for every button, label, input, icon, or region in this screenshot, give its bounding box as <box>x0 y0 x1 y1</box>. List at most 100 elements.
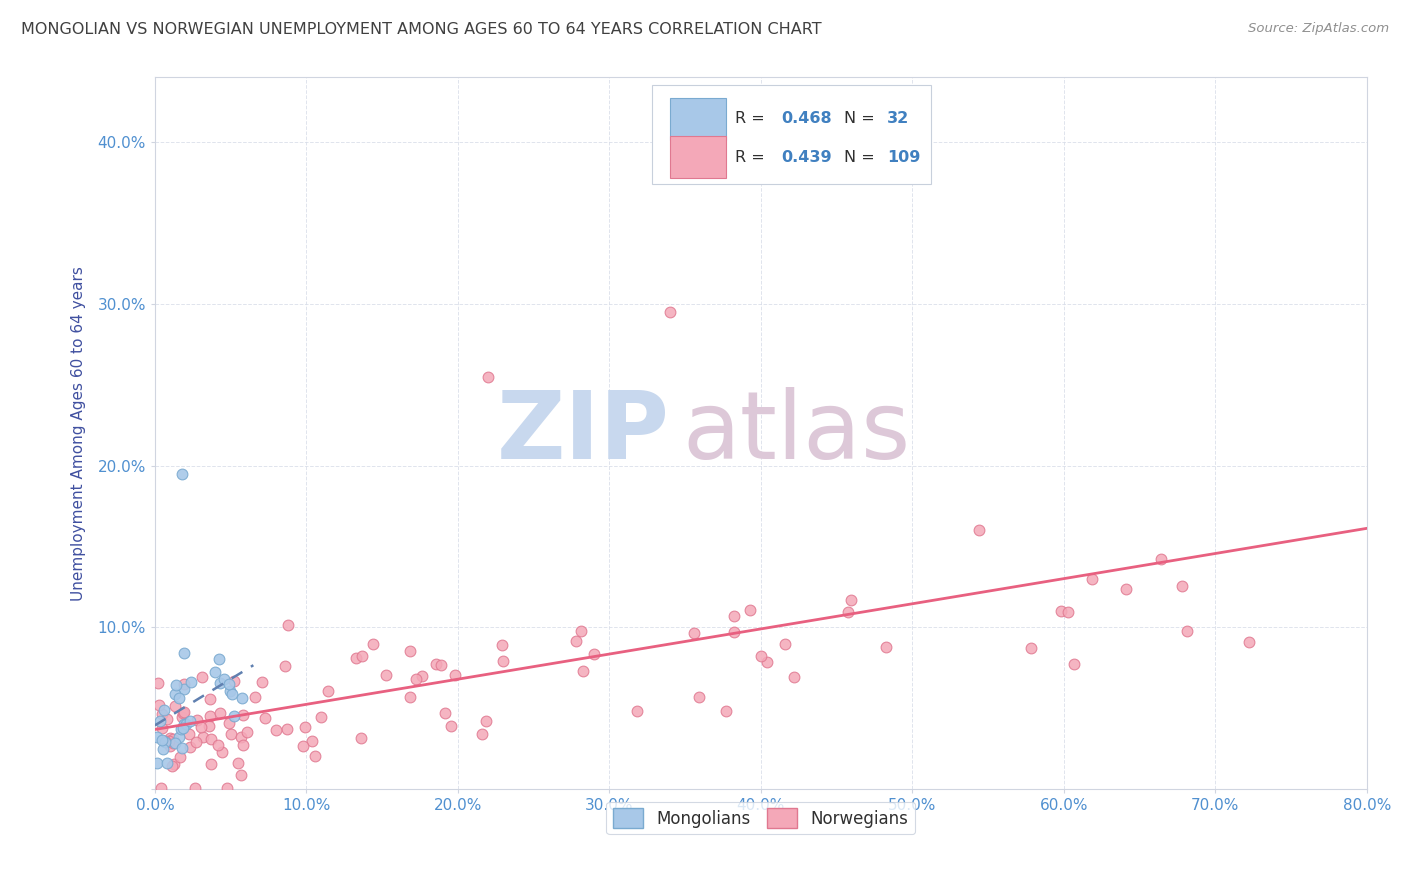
Legend: Mongolians, Norwegians: Mongolians, Norwegians <box>606 802 915 834</box>
Point <box>169 750 191 764</box>
Point <box>219 683 242 698</box>
Text: MONGOLIAN VS NORWEGIAN UNEMPLOYMENT AMONG AGES 60 TO 64 YEARS CORRELATION CHART: MONGOLIAN VS NORWEGIAN UNEMPLOYMENT AMON… <box>21 22 821 37</box>
Point <box>149 780 172 795</box>
Point <box>156 712 179 726</box>
Point <box>723 609 745 624</box>
Text: atlas: atlas <box>682 387 910 479</box>
Point <box>150 706 173 721</box>
Point <box>204 665 226 680</box>
Point <box>1171 579 1194 593</box>
Point <box>165 678 187 692</box>
Point <box>236 725 259 739</box>
Point <box>179 727 201 741</box>
FancyBboxPatch shape <box>669 98 725 140</box>
Point <box>193 730 215 744</box>
Point <box>172 721 194 735</box>
Point <box>471 727 494 741</box>
Point <box>200 732 222 747</box>
Point <box>582 648 605 662</box>
Text: R =: R = <box>735 112 770 127</box>
Point <box>1063 657 1085 671</box>
Point <box>150 721 173 735</box>
Point <box>250 674 273 689</box>
Point <box>180 675 202 690</box>
Point <box>190 720 212 734</box>
Point <box>198 692 221 706</box>
Point <box>350 649 373 664</box>
Point <box>172 710 194 724</box>
Point <box>152 703 174 717</box>
Point <box>749 119 772 133</box>
Point <box>179 714 201 728</box>
Point <box>152 741 174 756</box>
Point <box>145 756 167 770</box>
Point <box>492 654 515 668</box>
Point <box>221 687 243 701</box>
Text: N =: N = <box>845 112 880 127</box>
Point <box>219 727 242 741</box>
Point <box>173 676 195 690</box>
Point <box>344 650 367 665</box>
Point <box>162 732 184 747</box>
Point <box>207 738 229 752</box>
Point <box>173 705 195 719</box>
Point <box>434 706 457 720</box>
Point <box>226 756 249 770</box>
Point <box>173 682 195 697</box>
Text: N =: N = <box>845 150 880 165</box>
Point <box>1150 551 1173 566</box>
Point <box>186 713 208 727</box>
Point <box>172 740 194 755</box>
Point <box>350 731 373 745</box>
Text: ZIP: ZIP <box>498 387 669 479</box>
Point <box>1056 605 1078 619</box>
Point <box>1115 582 1137 596</box>
Point <box>626 704 648 718</box>
Point <box>208 652 231 666</box>
Point <box>475 714 498 728</box>
Point <box>148 698 170 712</box>
Point <box>231 730 253 744</box>
Point <box>1050 604 1073 618</box>
Text: 0.439: 0.439 <box>782 150 832 165</box>
Point <box>211 745 233 759</box>
Point <box>398 644 420 658</box>
Point <box>159 739 181 753</box>
Point <box>411 669 433 683</box>
FancyBboxPatch shape <box>669 136 725 178</box>
Point <box>149 714 172 729</box>
Point <box>773 637 796 651</box>
Point <box>200 756 222 771</box>
Point <box>430 657 453 672</box>
Point <box>159 731 181 746</box>
Point <box>184 735 207 749</box>
Point <box>153 735 176 749</box>
Point <box>184 780 207 795</box>
Point <box>157 734 180 748</box>
Point <box>172 467 194 481</box>
Point <box>477 369 499 384</box>
Point <box>277 618 299 632</box>
Point <box>294 720 316 734</box>
Point <box>658 305 681 319</box>
Point <box>162 736 184 750</box>
Point <box>274 659 297 673</box>
Point <box>837 606 859 620</box>
Point <box>153 733 176 747</box>
Point <box>156 756 179 771</box>
Point <box>218 716 240 731</box>
Point <box>173 717 195 731</box>
Point <box>399 690 422 705</box>
Text: 32: 32 <box>887 112 910 127</box>
Point <box>167 691 190 706</box>
Point <box>440 719 463 733</box>
Point <box>191 669 214 683</box>
Point <box>222 674 245 689</box>
Point <box>564 634 586 648</box>
Point <box>231 768 253 782</box>
Point <box>218 676 240 690</box>
Point <box>160 758 183 772</box>
Point <box>304 748 326 763</box>
Point <box>146 731 169 745</box>
Point <box>1019 640 1042 655</box>
